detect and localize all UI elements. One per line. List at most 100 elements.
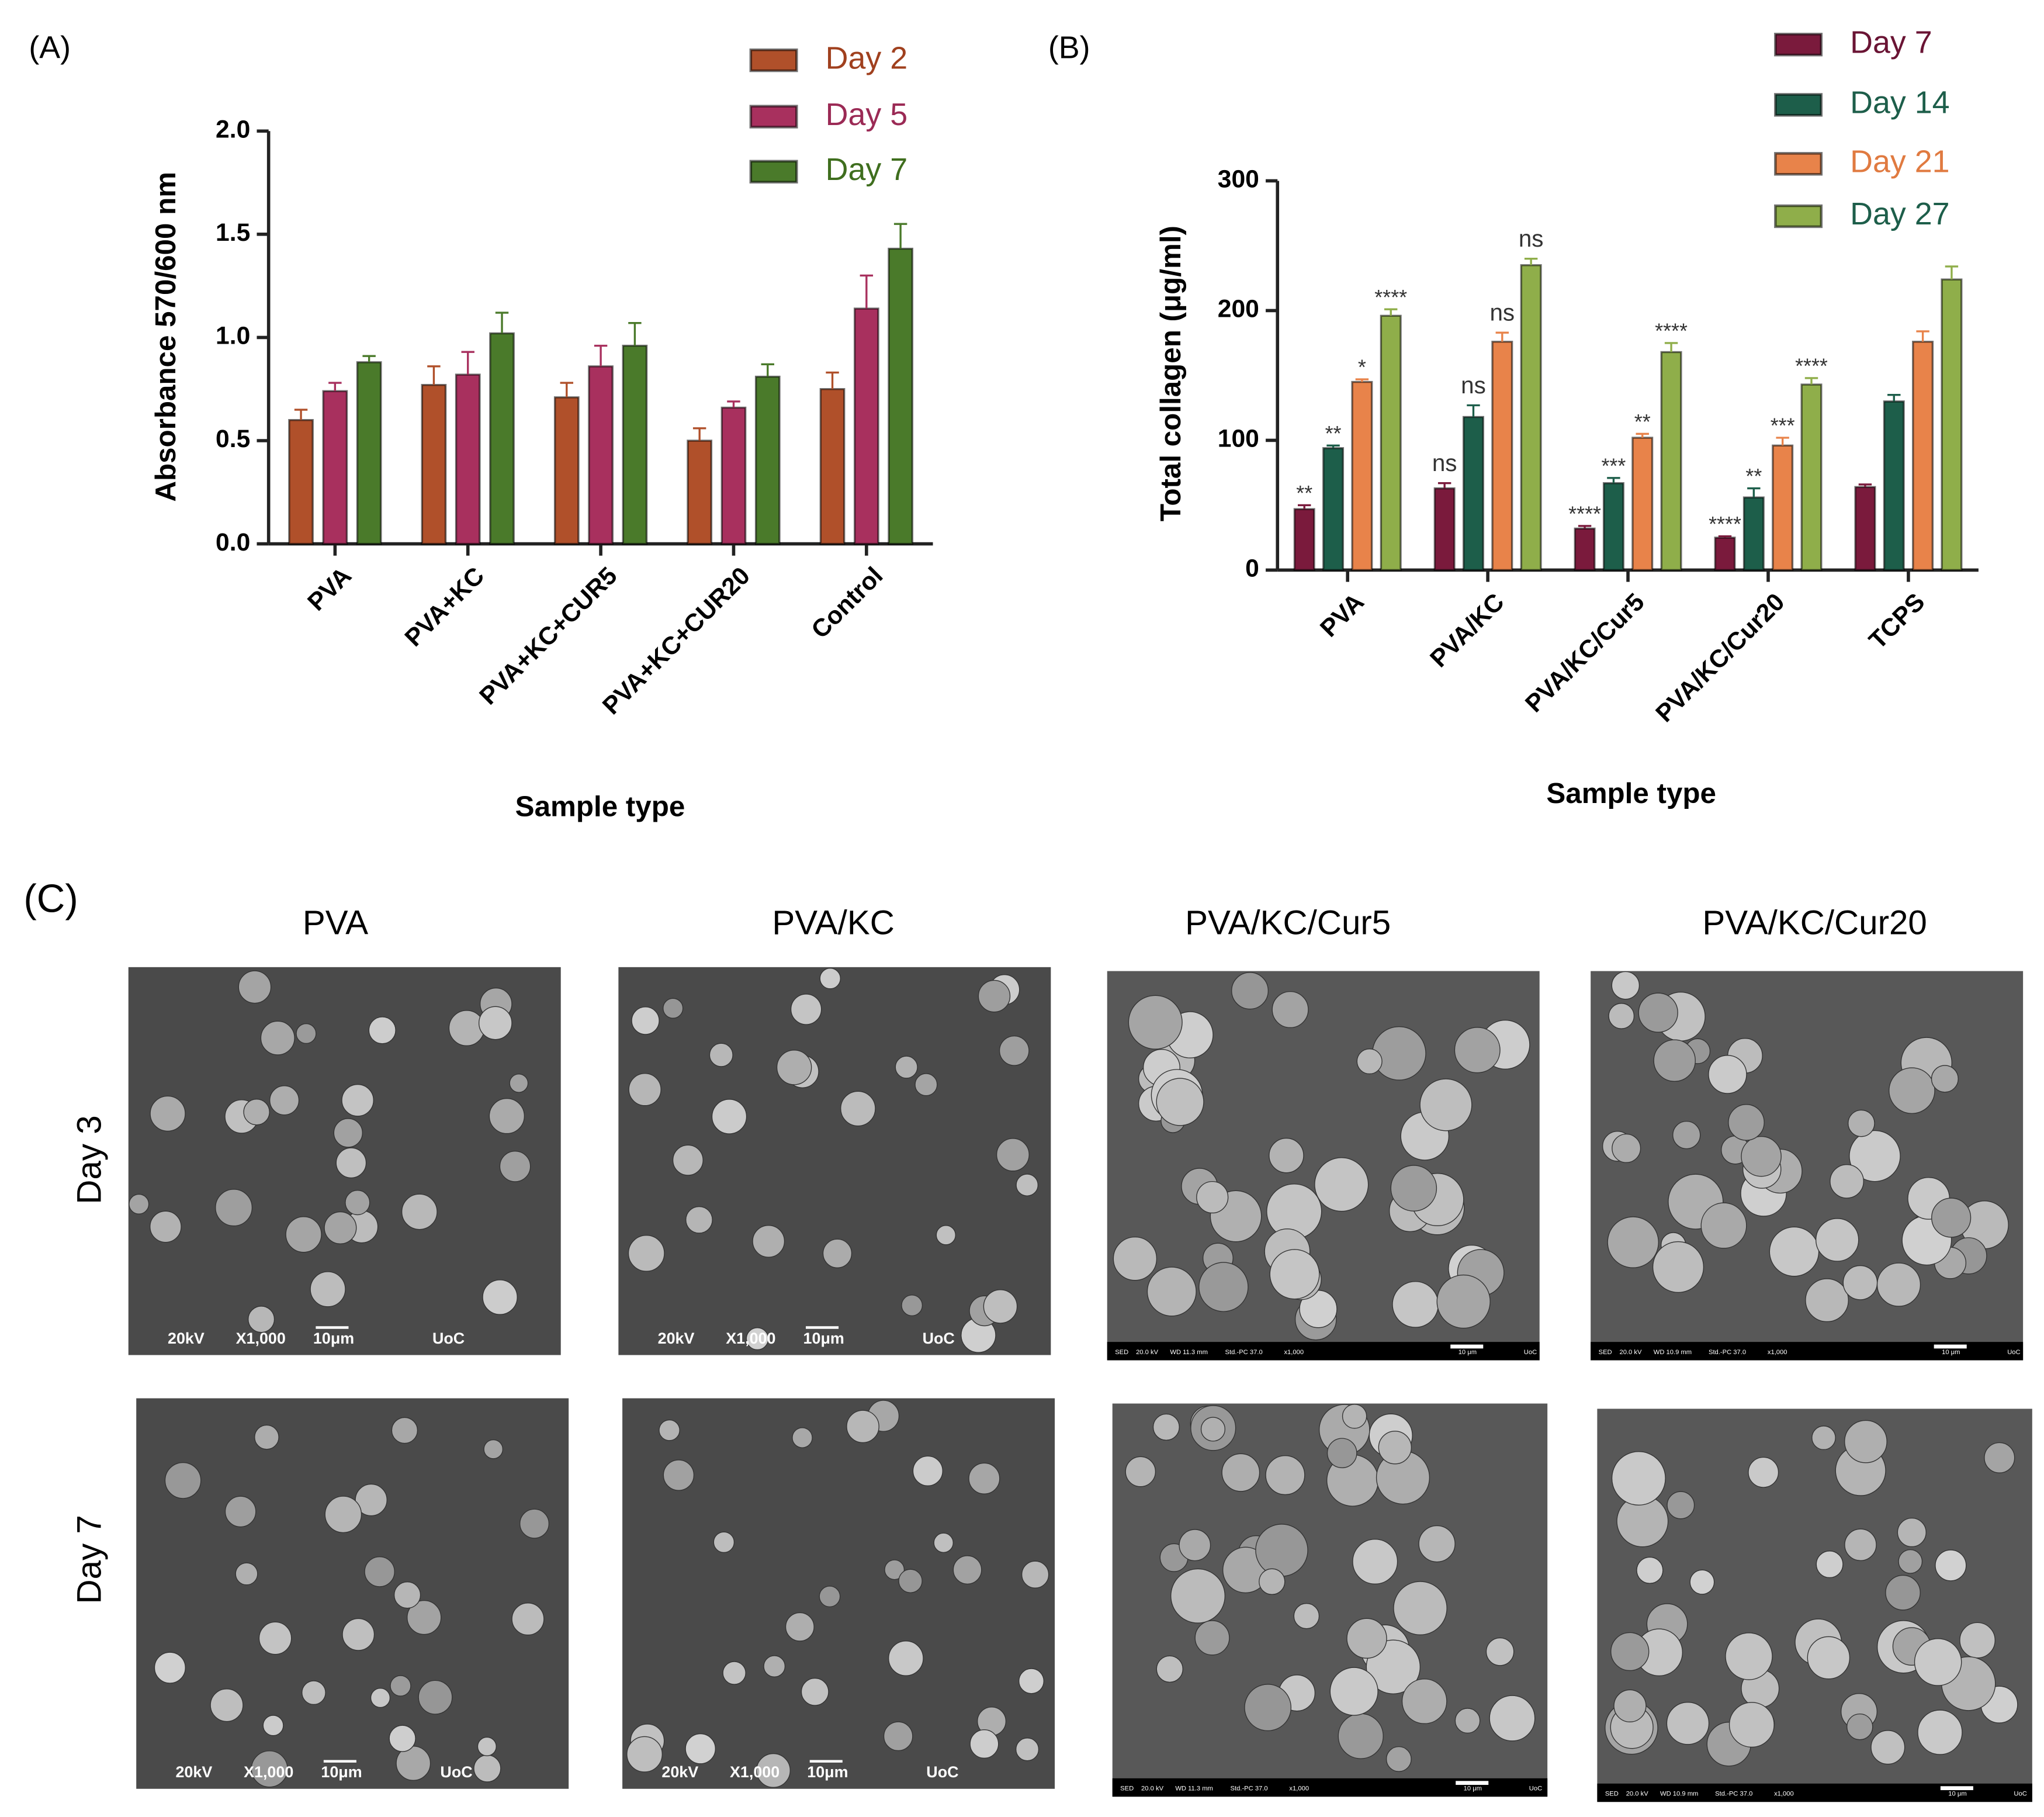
cell: [713, 1531, 735, 1553]
image-caption: 10μm: [321, 1763, 362, 1781]
image-caption: UoC: [1524, 1349, 1537, 1356]
bar: [1800, 383, 1823, 572]
cell: [1672, 1120, 1701, 1150]
cell: [1653, 1039, 1696, 1082]
cell: [418, 1680, 453, 1715]
y-tick-label: 100: [1218, 425, 1259, 453]
cell: [1454, 1708, 1481, 1734]
image-caption: 10 μm: [1464, 1785, 1482, 1792]
row-label: Day 7: [70, 1515, 108, 1604]
cell: [1390, 1165, 1437, 1212]
error-bar: [461, 351, 474, 375]
cell: [1269, 1249, 1320, 1300]
image-caption: WD 11.3 mm: [1170, 1349, 1208, 1356]
bar: [754, 375, 781, 545]
x-tick-label: PVA+KC+CUR5: [474, 562, 622, 710]
cell: [509, 1074, 529, 1093]
sem-image: 20kV X1,000 10μm UoC: [128, 967, 561, 1355]
cell: [776, 1050, 812, 1085]
cell: [722, 1661, 746, 1685]
cell: [884, 1559, 905, 1580]
image-caption: 10 μm: [1458, 1349, 1477, 1356]
cell: [235, 1562, 258, 1586]
cell: [1198, 1262, 1249, 1312]
cell: [901, 1295, 923, 1317]
significance-label: ****: [1655, 319, 1688, 342]
cell: [1293, 1603, 1320, 1629]
cell: [1876, 1262, 1921, 1307]
cell: [1454, 1027, 1501, 1074]
bar: [1491, 341, 1513, 572]
cell: [1419, 1078, 1473, 1131]
x-tick-label: PVA/KC/Cur20: [1650, 588, 1790, 728]
error-bar: [1747, 487, 1761, 498]
cell: [1636, 1556, 1664, 1584]
cell: [296, 1023, 317, 1044]
column-title: PVA: [303, 904, 368, 942]
cell: [1935, 1549, 1967, 1581]
cell: [1346, 1618, 1387, 1659]
cell: [1269, 1137, 1304, 1174]
image-caption: Std.-PC 37.0: [1231, 1785, 1268, 1792]
sem-image: 20kV X1,000 10μm UoC: [618, 967, 1051, 1355]
bar: [455, 373, 481, 545]
bar: [421, 383, 447, 545]
significance-label: **: [1634, 410, 1651, 434]
cell: [1326, 1438, 1357, 1469]
cell: [483, 1439, 504, 1459]
cell: [210, 1688, 244, 1722]
error-bar: [1718, 535, 1732, 538]
cell: [1113, 1236, 1158, 1281]
sem-image: SED 20.0 kV WD 10.9 mm Std.-PC 37.0 x1,000 10…: [1591, 971, 2024, 1361]
image-caption: WD 10.9 mm: [1660, 1791, 1698, 1798]
x-axis-title: Sample type: [515, 791, 685, 823]
scale-bar: [1934, 1344, 1967, 1349]
image-caption: X1,000: [236, 1330, 286, 1347]
cell: [936, 1225, 957, 1245]
cell: [389, 1725, 416, 1752]
cell: [1816, 1218, 1859, 1262]
image-caption: SED: [1599, 1349, 1612, 1356]
cell: [1849, 1130, 1901, 1182]
cell: [251, 1750, 288, 1788]
y-tick-label: 1.0: [216, 322, 250, 350]
cell: [983, 1289, 1018, 1324]
cell: [883, 1721, 913, 1752]
cell: [1816, 1550, 1844, 1579]
image-caption: x1,000: [1284, 1349, 1304, 1356]
legend-label: Day 7: [826, 152, 908, 187]
cell: [310, 1271, 346, 1307]
legend-label: Day 14: [1850, 85, 1949, 120]
error-bar: [893, 223, 907, 249]
cell: [1870, 1730, 1906, 1765]
bar: [489, 332, 515, 545]
cell: [448, 1010, 485, 1046]
cell: [801, 1677, 829, 1706]
image-caption: 20kV: [168, 1330, 205, 1347]
cell: [895, 1055, 918, 1079]
cell: [1255, 1524, 1308, 1577]
legend-label: Day 7: [1850, 25, 1932, 60]
cell: [1128, 995, 1183, 1050]
cell: [1667, 1491, 1695, 1520]
significance-label: ns: [1432, 449, 1457, 476]
significance-label: *: [1358, 356, 1366, 379]
cell: [1848, 1109, 1875, 1137]
error-bar: [1495, 331, 1509, 342]
cell: [390, 1675, 411, 1697]
significance-label: ****: [1795, 354, 1828, 378]
cell: [1844, 1420, 1887, 1463]
error-bar: [1437, 482, 1451, 489]
column-title: PVA/KC/Cur5: [1185, 904, 1391, 942]
cell: [477, 1736, 497, 1756]
error-bar: [1524, 257, 1538, 265]
bar: [1433, 487, 1456, 572]
error-bar: [594, 344, 608, 366]
cell: [324, 1211, 357, 1244]
cell: [1418, 1525, 1456, 1563]
bar: [1574, 527, 1596, 572]
cell: [519, 1508, 550, 1539]
cell: [1244, 1684, 1292, 1732]
cell: [628, 1235, 665, 1272]
cell: [1393, 1581, 1447, 1635]
